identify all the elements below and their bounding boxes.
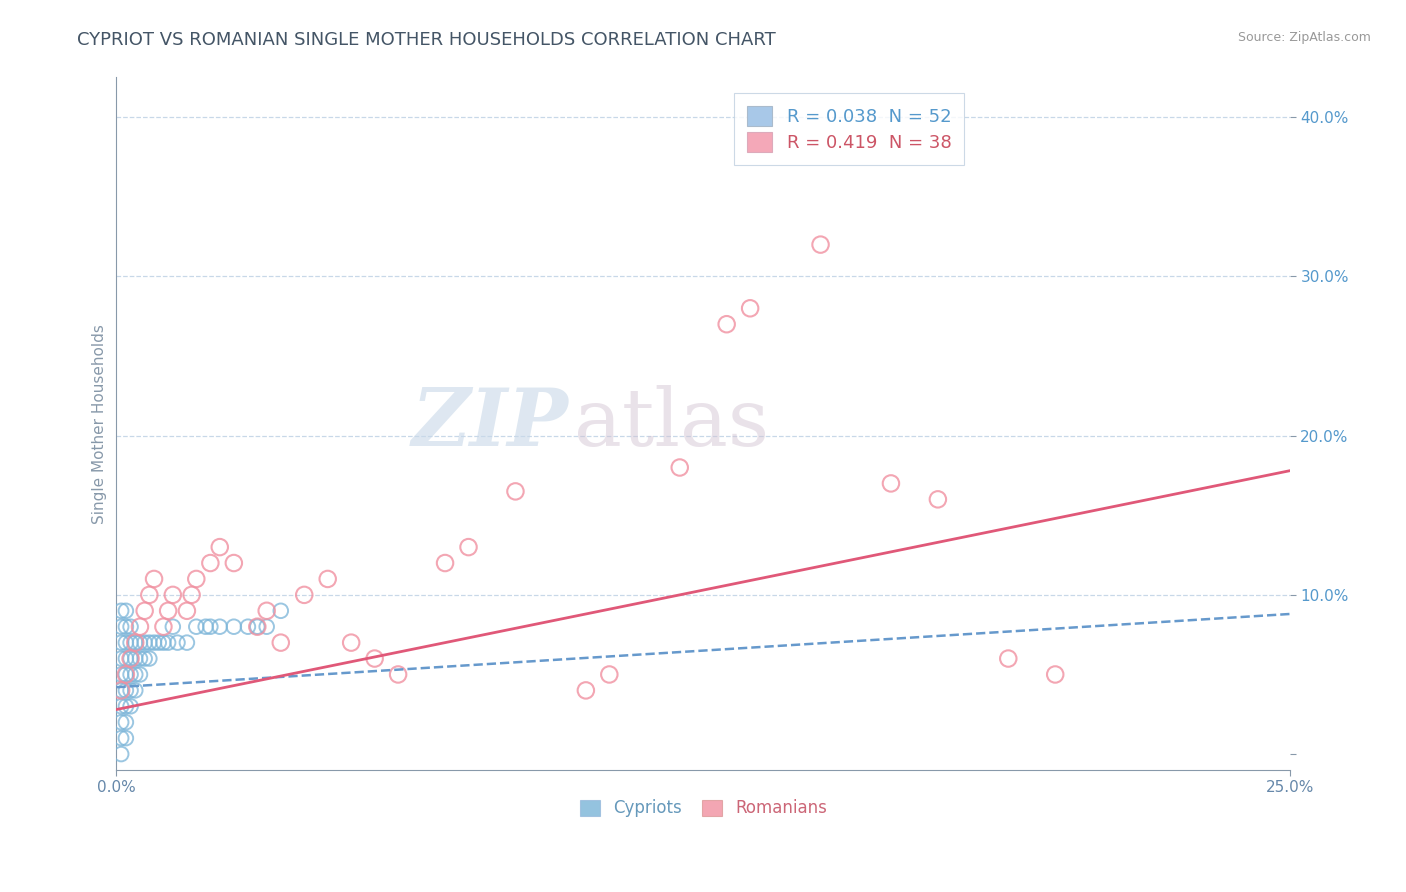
Point <box>256 604 278 618</box>
Point <box>138 651 160 665</box>
Point <box>138 635 160 649</box>
Point <box>236 620 259 634</box>
Point <box>176 604 198 618</box>
Point <box>115 620 138 634</box>
Point <box>186 620 208 634</box>
Point <box>120 651 142 665</box>
Point <box>222 620 245 634</box>
Point <box>110 635 132 649</box>
Point <box>997 651 1019 665</box>
Point <box>120 699 142 714</box>
Point <box>157 635 180 649</box>
Point <box>180 588 202 602</box>
Point <box>716 317 738 331</box>
Point <box>120 620 142 634</box>
Point <box>115 604 138 618</box>
Point <box>246 620 269 634</box>
Point <box>110 683 132 698</box>
Text: ZIP: ZIP <box>412 385 568 462</box>
Point <box>340 635 363 649</box>
Point <box>270 604 292 618</box>
Point <box>668 460 690 475</box>
Point <box>124 683 146 698</box>
Point <box>194 620 217 634</box>
Point <box>176 635 198 649</box>
Point <box>740 301 762 316</box>
Point <box>138 588 160 602</box>
Point <box>110 667 132 681</box>
Point <box>152 635 174 649</box>
Point <box>120 683 142 698</box>
Point <box>166 635 188 649</box>
Text: atlas: atlas <box>574 384 769 463</box>
Point <box>387 667 409 681</box>
Point <box>115 715 138 730</box>
Text: Source: ZipAtlas.com: Source: ZipAtlas.com <box>1237 31 1371 45</box>
Point <box>115 683 138 698</box>
Point <box>162 620 184 634</box>
Point <box>810 237 832 252</box>
Y-axis label: Single Mother Households: Single Mother Households <box>93 324 107 524</box>
Point <box>1045 667 1067 681</box>
Point <box>292 588 315 602</box>
Point <box>148 635 170 649</box>
Point <box>434 556 457 570</box>
Point <box>208 620 231 634</box>
Point <box>186 572 208 586</box>
Point <box>110 651 132 665</box>
Point <box>208 540 231 554</box>
Point <box>120 635 142 649</box>
Point <box>115 667 138 681</box>
Point <box>200 556 222 570</box>
Point <box>152 620 174 634</box>
Point <box>115 635 138 649</box>
Point <box>575 683 598 698</box>
Point <box>115 651 138 665</box>
Point <box>110 683 132 698</box>
Point <box>505 484 527 499</box>
Point <box>598 667 620 681</box>
Point <box>256 620 278 634</box>
Point <box>110 747 132 761</box>
Point <box>124 635 146 649</box>
Point <box>134 651 156 665</box>
Point <box>129 651 152 665</box>
Point <box>200 620 222 634</box>
Point <box>129 635 152 649</box>
Point <box>120 667 142 681</box>
Point <box>162 588 184 602</box>
Point <box>110 715 132 730</box>
Point <box>143 635 166 649</box>
Point <box>129 667 152 681</box>
Point <box>115 731 138 746</box>
Legend: Cypriots, Romanians: Cypriots, Romanians <box>572 793 834 824</box>
Point <box>129 620 152 634</box>
Point <box>363 651 385 665</box>
Point <box>115 667 138 681</box>
Point <box>457 540 479 554</box>
Point <box>124 651 146 665</box>
Point <box>157 604 180 618</box>
Point <box>120 651 142 665</box>
Point <box>270 635 292 649</box>
Point <box>927 492 949 507</box>
Point <box>124 667 146 681</box>
Point <box>316 572 339 586</box>
Point <box>246 620 269 634</box>
Point <box>143 572 166 586</box>
Point <box>110 731 132 746</box>
Point <box>110 699 132 714</box>
Point <box>115 699 138 714</box>
Point <box>110 620 132 634</box>
Point <box>134 635 156 649</box>
Text: CYPRIOT VS ROMANIAN SINGLE MOTHER HOUSEHOLDS CORRELATION CHART: CYPRIOT VS ROMANIAN SINGLE MOTHER HOUSEH… <box>77 31 776 49</box>
Point <box>124 635 146 649</box>
Point <box>880 476 903 491</box>
Point <box>222 556 245 570</box>
Point <box>110 604 132 618</box>
Point <box>134 604 156 618</box>
